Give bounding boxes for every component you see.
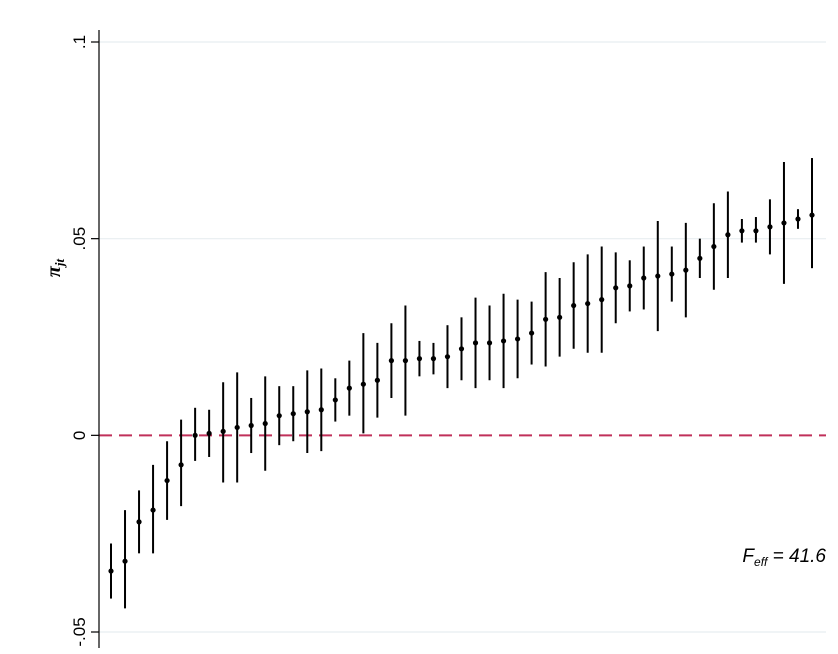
f-eff-annotation: Feff = 41.6 <box>742 546 826 569</box>
point-estimate <box>360 381 366 387</box>
confidence-intervals <box>110 158 813 609</box>
point-estimate <box>444 354 451 360</box>
point-estimate <box>430 356 437 362</box>
point-estimate <box>220 428 226 434</box>
point-estimate <box>192 432 198 438</box>
y-tick-label: .05 <box>70 227 89 251</box>
point-estimate <box>318 407 324 413</box>
point-estimate <box>571 302 577 309</box>
point-estimate <box>711 243 717 250</box>
point-estimate <box>795 216 801 222</box>
point-estimate <box>262 420 268 427</box>
point-estimate <box>276 413 282 419</box>
point-estimate <box>416 356 423 362</box>
point-estimate <box>346 385 352 391</box>
point-estimate <box>150 507 156 513</box>
point-estimates <box>108 212 815 574</box>
y-axis <box>91 30 100 648</box>
y-tick-label: .1 <box>70 35 89 49</box>
point-estimate <box>585 300 591 307</box>
point-estimate <box>781 220 787 226</box>
point-estimate <box>739 228 745 234</box>
point-estimate <box>613 285 619 291</box>
point-estimate <box>500 338 507 344</box>
point-estimate <box>178 462 184 468</box>
point-estimate <box>599 297 605 303</box>
point-estimate <box>641 275 647 281</box>
y-tick-label: -.05 <box>70 617 89 646</box>
y-axis-label: πjt <box>43 259 67 278</box>
point-estimate <box>234 424 240 431</box>
point-estimate <box>557 314 563 320</box>
point-estimate <box>669 271 675 277</box>
point-estimate <box>767 224 773 230</box>
grid-lines <box>99 41 826 633</box>
point-estimate <box>304 409 310 415</box>
point-estimate <box>206 430 212 436</box>
point-estimate <box>655 273 661 279</box>
point-estimate <box>164 477 170 484</box>
point-estimate <box>136 519 142 525</box>
point-estimate <box>332 397 338 403</box>
point-estimate <box>122 558 128 564</box>
point-estimate <box>627 283 633 289</box>
point-estimate <box>472 340 479 346</box>
y-tick-label: 0 <box>70 431 89 440</box>
point-estimate <box>290 411 296 417</box>
point-estimate <box>529 330 535 336</box>
point-estimate <box>458 346 465 352</box>
point-estimate <box>543 316 549 322</box>
point-estimate <box>514 336 521 342</box>
point-estimate <box>725 232 731 238</box>
point-estimate <box>486 340 493 346</box>
point-estimate <box>753 228 759 234</box>
point-estimate <box>248 422 254 429</box>
point-estimate <box>374 377 380 383</box>
point-estimate <box>683 267 689 273</box>
point-estimate <box>108 568 114 574</box>
point-estimate <box>402 358 409 364</box>
point-estimate <box>388 358 394 364</box>
y-tick-labels: -.05 0 .05 .1 <box>70 35 89 647</box>
point-estimate <box>809 212 815 218</box>
point-estimate <box>697 255 703 261</box>
